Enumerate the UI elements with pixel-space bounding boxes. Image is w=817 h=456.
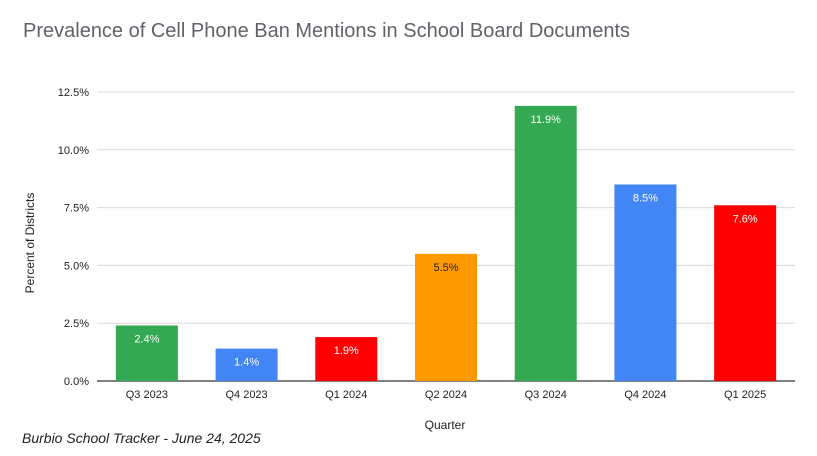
x-axis-ticks: Q3 2023 Q4 2023 Q1 2024 Q2 2024 Q3 2024 Q4 20… bbox=[126, 389, 766, 401]
bar bbox=[315, 337, 378, 381]
x-axis-title: Quarter bbox=[425, 418, 466, 432]
y-tick-label: 7.5% bbox=[64, 203, 89, 215]
bar bbox=[514, 105, 577, 381]
data-label: 11.9% bbox=[531, 114, 562, 126]
bar bbox=[714, 205, 777, 381]
data-label: 8.5% bbox=[633, 192, 658, 204]
bars: 2.4% 1.4% 1.9% 5.5% 11.9% 8.5% 7.6% bbox=[115, 105, 777, 381]
data-label: 5.5% bbox=[433, 262, 458, 274]
chart-title: Prevalence of Cell Phone Ban Mentions in… bbox=[23, 20, 631, 42]
x-tick-label: Q4 2024 bbox=[624, 389, 666, 401]
y-axis-title: Percent of Districts bbox=[23, 193, 37, 294]
data-label: 1.4% bbox=[234, 357, 259, 369]
y-axis-ticks: 0.0% 2.5% 5.0% 7.5% 10.0% 12.5% bbox=[58, 87, 89, 388]
x-tick-label: Q3 2024 bbox=[525, 389, 567, 401]
bar bbox=[115, 325, 178, 381]
y-tick-label: 0.0% bbox=[64, 376, 89, 388]
source-note: Burbio School Tracker - June 24, 2025 bbox=[22, 430, 261, 446]
data-label: 7.6% bbox=[733, 213, 758, 225]
y-tick-label: 2.5% bbox=[64, 318, 89, 330]
y-tick-label: 5.0% bbox=[64, 260, 89, 272]
bar bbox=[614, 184, 677, 381]
bar bbox=[215, 348, 278, 381]
data-label: 2.4% bbox=[134, 334, 159, 346]
data-label: 1.9% bbox=[334, 345, 359, 357]
x-tick-label: Q1 2025 bbox=[724, 389, 766, 401]
x-tick-label: Q4 2023 bbox=[225, 389, 267, 401]
y-tick-label: 10.0% bbox=[58, 145, 89, 157]
x-tick-label: Q3 2023 bbox=[126, 389, 168, 401]
x-tick-label: Q2 2024 bbox=[425, 389, 467, 401]
bar bbox=[415, 253, 477, 381]
y-tick-label: 12.5% bbox=[58, 87, 89, 99]
x-tick-label: Q1 2024 bbox=[325, 389, 367, 401]
